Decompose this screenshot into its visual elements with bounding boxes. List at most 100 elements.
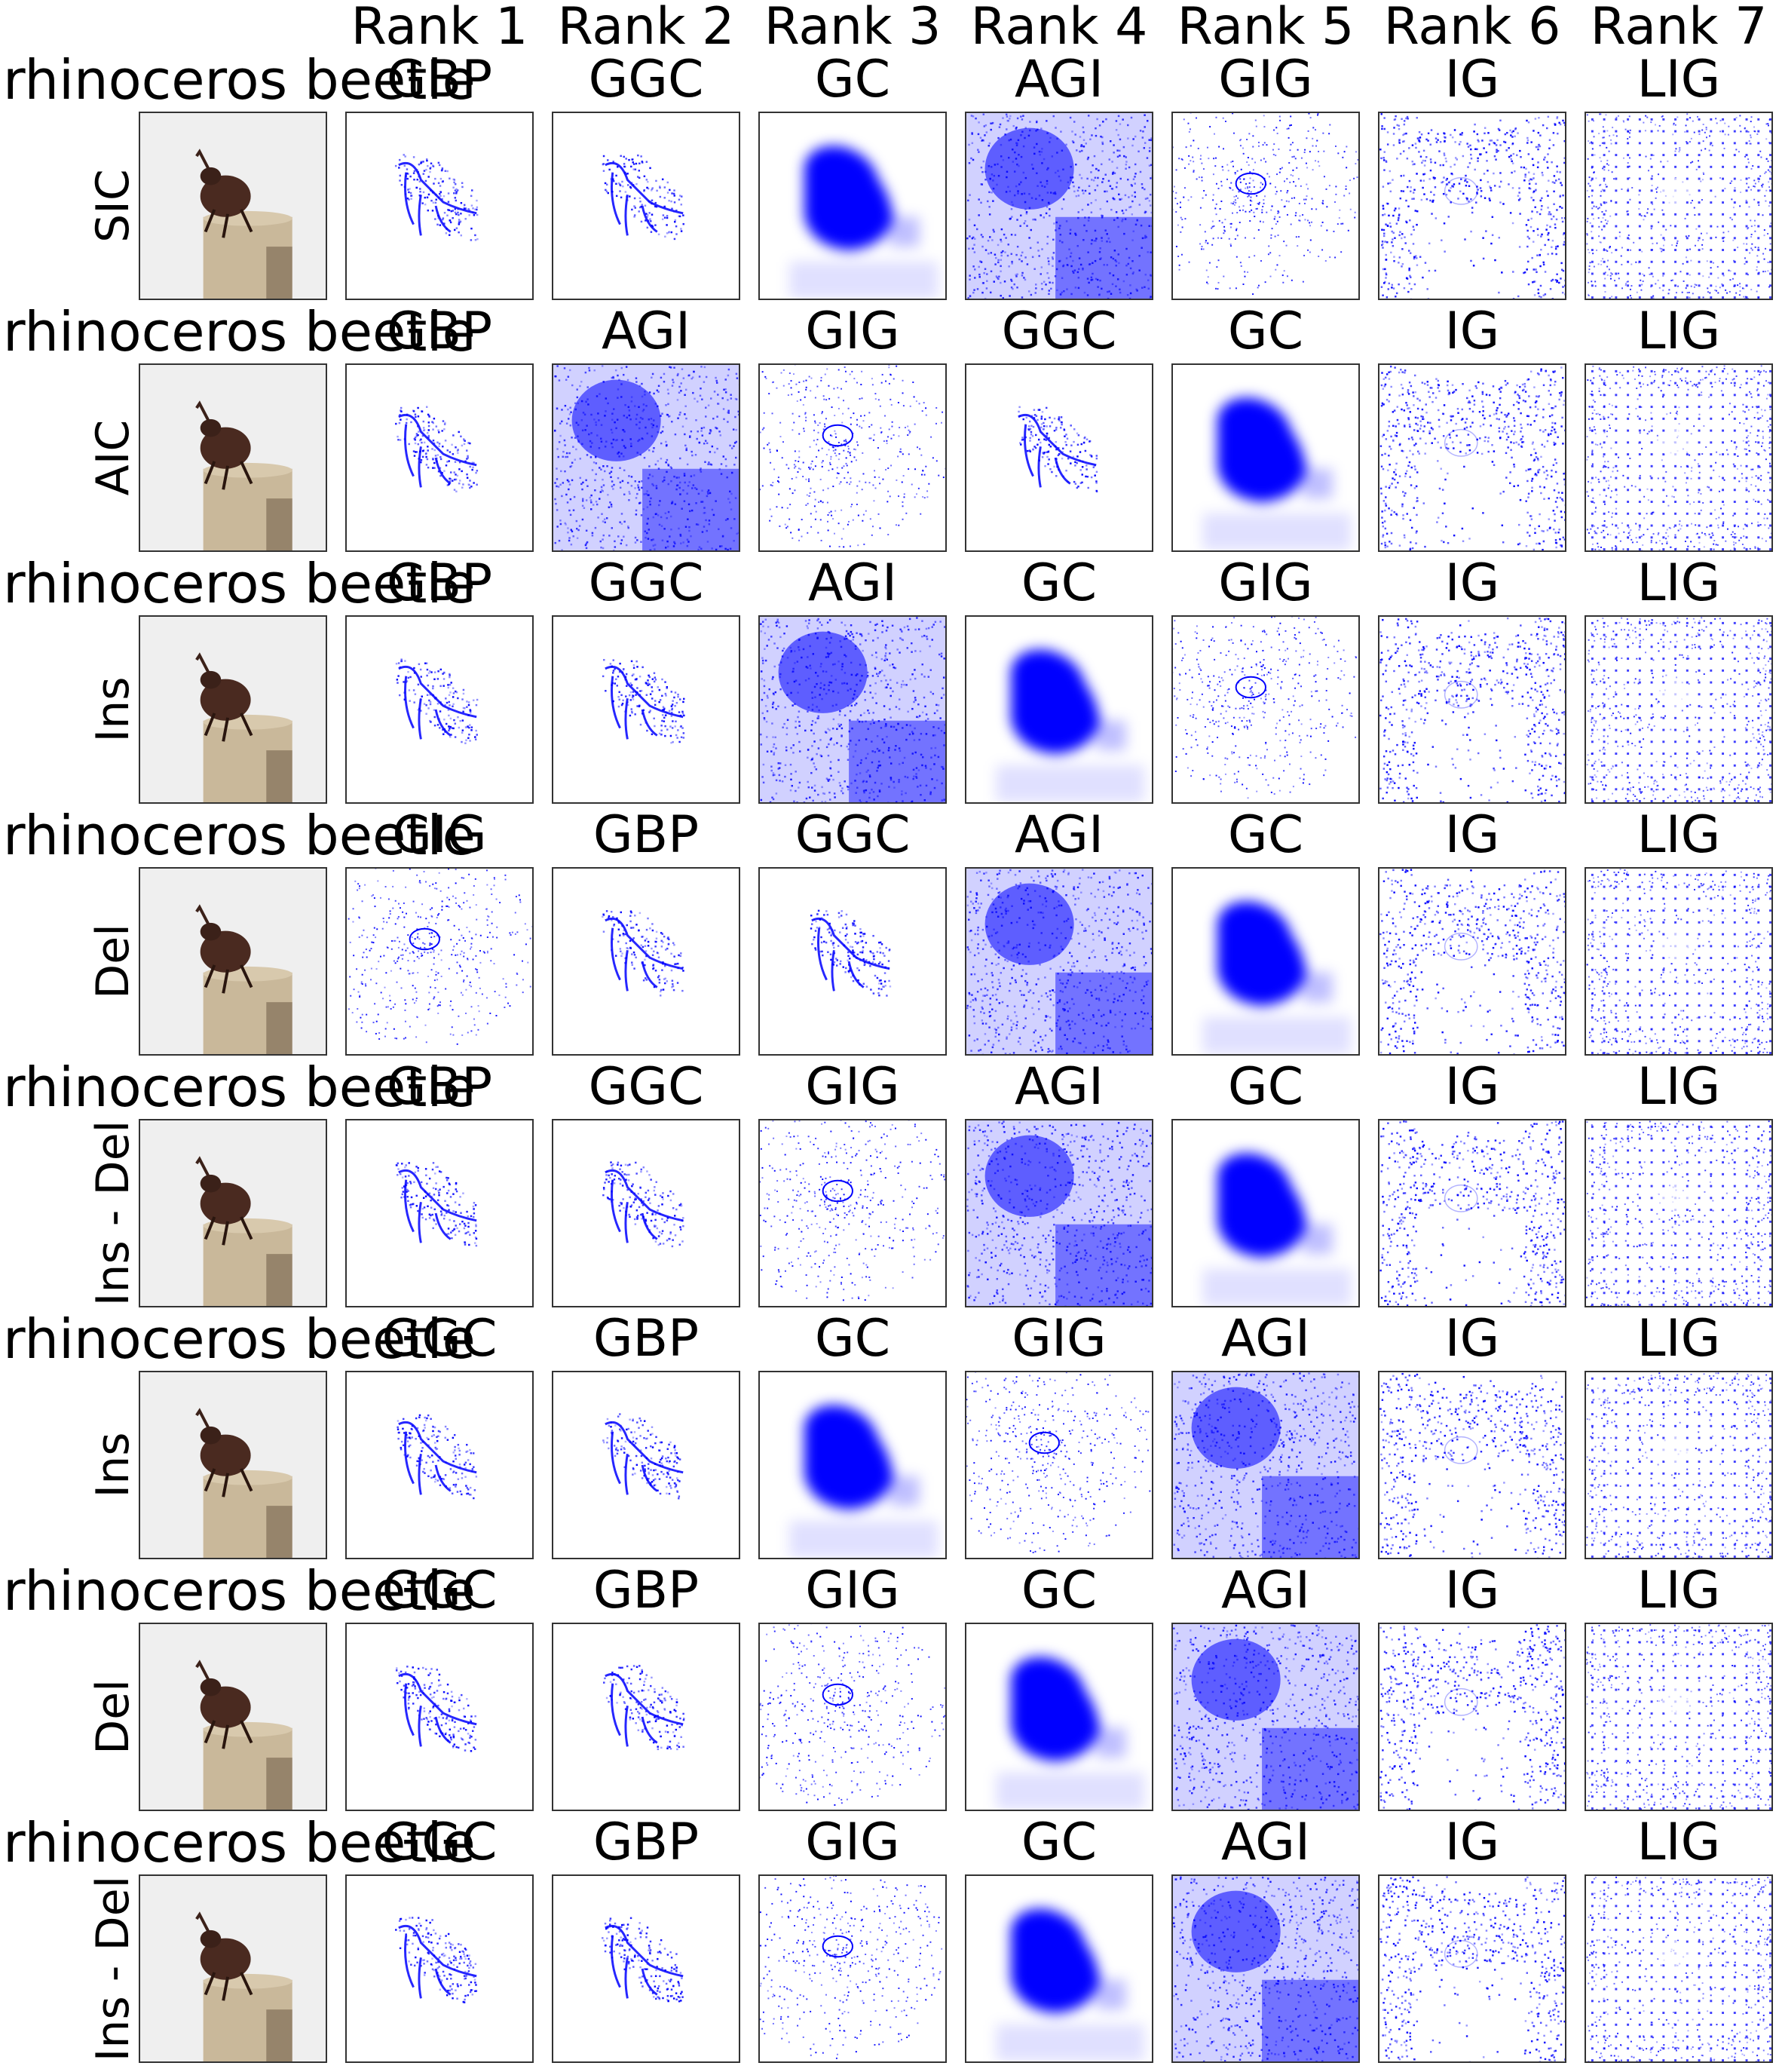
method-label: GBP bbox=[387, 54, 492, 106]
class-label: rhinoceros beetle bbox=[3, 1816, 476, 1870]
method-label: GBP bbox=[593, 810, 699, 861]
method-label: GGC bbox=[589, 1062, 704, 1113]
method-label: GC bbox=[815, 54, 890, 106]
saliency-map-agi bbox=[758, 615, 947, 804]
saliency-map-lig bbox=[1585, 1623, 1773, 1811]
saliency-map-gc bbox=[1171, 1119, 1360, 1307]
saliency-map-lig bbox=[1585, 1371, 1773, 1559]
class-label: rhinoceros beetle bbox=[3, 1312, 476, 1366]
rank-header-6: Rank 6 bbox=[1384, 2, 1561, 53]
method-label: GIG bbox=[805, 1062, 899, 1113]
saliency-map-ggc bbox=[345, 1623, 534, 1811]
method-label: LIG bbox=[1637, 558, 1721, 609]
method-label: IG bbox=[1445, 1817, 1500, 1868]
saliency-map-lig bbox=[1585, 1874, 1773, 2063]
class-label: rhinoceros beetle bbox=[3, 808, 476, 863]
metric-label: SIC bbox=[87, 169, 139, 243]
method-label: GC bbox=[1228, 810, 1303, 861]
input-image-panel bbox=[139, 1874, 327, 2063]
saliency-map-gc bbox=[758, 1371, 947, 1559]
method-label: IG bbox=[1445, 54, 1500, 106]
method-label: IG bbox=[1445, 1062, 1500, 1113]
saliency-map-lig bbox=[1585, 615, 1773, 804]
method-label: GIG bbox=[1012, 1313, 1106, 1365]
method-label: AGI bbox=[1221, 1817, 1310, 1868]
saliency-map-gc bbox=[965, 615, 1153, 804]
metric-label: Del bbox=[87, 924, 139, 999]
saliency-map-ggc bbox=[552, 615, 740, 804]
method-label: GIG bbox=[805, 1565, 899, 1617]
saliency-map-gig bbox=[345, 867, 534, 1056]
method-label: GC bbox=[1021, 1817, 1097, 1868]
saliency-map-lig bbox=[1585, 112, 1773, 300]
method-label: GBP bbox=[593, 1313, 699, 1365]
saliency-map-gbp bbox=[345, 1119, 534, 1307]
saliency-map-gbp bbox=[345, 112, 534, 300]
rank-header-4: Rank 4 bbox=[971, 2, 1148, 53]
saliency-map-gig bbox=[758, 1119, 947, 1307]
method-label: GBP bbox=[387, 1062, 492, 1113]
method-label: GC bbox=[1021, 558, 1097, 609]
method-label: AGI bbox=[808, 558, 897, 609]
metric-label: Ins bbox=[87, 677, 139, 743]
rank-header-7: Rank 7 bbox=[1591, 2, 1768, 53]
method-label: GBP bbox=[593, 1817, 699, 1868]
method-label: LIG bbox=[1637, 1313, 1721, 1365]
saliency-map-gbp bbox=[552, 867, 740, 1056]
saliency-map-ggc bbox=[345, 1371, 534, 1559]
metric-label: Ins - Del bbox=[87, 1876, 139, 2062]
saliency-map-ig bbox=[1378, 867, 1566, 1056]
saliency-map-gig bbox=[1171, 615, 1360, 804]
input-image-panel bbox=[139, 867, 327, 1056]
saliency-map-ggc bbox=[965, 363, 1153, 552]
rank-header-3: Rank 3 bbox=[764, 2, 942, 53]
saliency-map-agi bbox=[552, 363, 740, 552]
saliency-map-ig bbox=[1378, 1874, 1566, 2063]
saliency-map-ggc bbox=[345, 1874, 534, 2063]
metric-label: Ins bbox=[87, 1433, 139, 1498]
method-label: GGC bbox=[382, 1565, 498, 1617]
saliency-map-agi bbox=[965, 1119, 1153, 1307]
method-label: LIG bbox=[1637, 1817, 1721, 1868]
method-label: GGC bbox=[1002, 306, 1117, 357]
saliency-map-gbp bbox=[552, 1371, 740, 1559]
method-label: IG bbox=[1445, 558, 1500, 609]
saliency-map-ig bbox=[1378, 1623, 1566, 1811]
saliency-map-agi bbox=[965, 112, 1153, 300]
saliency-map-agi bbox=[1171, 1623, 1360, 1811]
method-label: GIG bbox=[1218, 558, 1312, 609]
method-label: GBP bbox=[387, 558, 492, 609]
saliency-map-ig bbox=[1378, 1119, 1566, 1307]
method-label: LIG bbox=[1637, 810, 1721, 861]
metric-label: AIC bbox=[87, 420, 139, 496]
method-label: LIG bbox=[1637, 1062, 1721, 1113]
rank-header-5: Rank 5 bbox=[1177, 2, 1355, 53]
saliency-map-gc bbox=[965, 1623, 1153, 1811]
saliency-map-gig bbox=[758, 1623, 947, 1811]
saliency-map-ig bbox=[1378, 615, 1566, 804]
method-label: AGI bbox=[1221, 1313, 1310, 1365]
saliency-map-gc bbox=[758, 112, 947, 300]
method-label: IG bbox=[1445, 1565, 1500, 1617]
metric-label: Ins - Del bbox=[87, 1120, 139, 1307]
method-label: AGI bbox=[1015, 1062, 1104, 1113]
class-label: rhinoceros beetle bbox=[3, 53, 476, 107]
method-label: GIG bbox=[805, 1817, 899, 1868]
saliency-map-lig bbox=[1585, 1119, 1773, 1307]
method-label: IG bbox=[1445, 1313, 1500, 1365]
saliency-map-gig bbox=[758, 1874, 947, 2063]
saliency-map-ggc bbox=[552, 1119, 740, 1307]
saliency-map-gig bbox=[758, 363, 947, 552]
method-label: GC bbox=[1228, 1062, 1303, 1113]
rank-header-2: Rank 2 bbox=[558, 2, 735, 53]
saliency-map-ig bbox=[1378, 112, 1566, 300]
method-label: GGC bbox=[382, 1817, 498, 1868]
saliency-map-gbp bbox=[552, 1623, 740, 1811]
method-label: LIG bbox=[1637, 306, 1721, 357]
input-image-panel bbox=[139, 1119, 327, 1307]
class-label: rhinoceros beetle bbox=[3, 305, 476, 359]
class-label: rhinoceros beetle bbox=[3, 1060, 476, 1114]
method-label: GGC bbox=[589, 558, 704, 609]
method-label: GC bbox=[815, 1313, 890, 1365]
method-label: LIG bbox=[1637, 1565, 1721, 1617]
